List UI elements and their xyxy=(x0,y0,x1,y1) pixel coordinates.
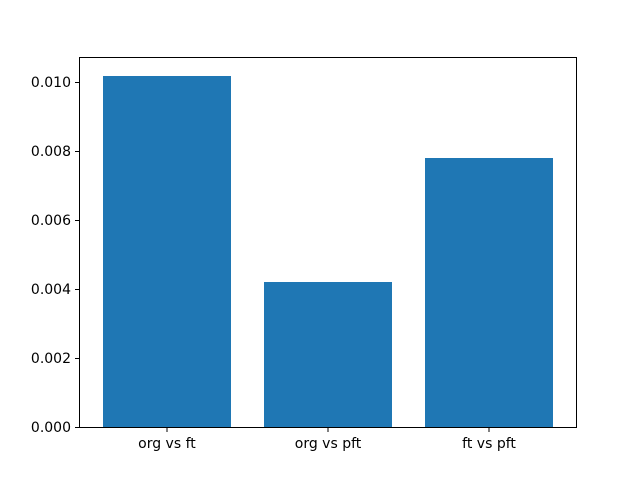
y-tick-mark xyxy=(75,358,79,360)
y-tick-label: 0.010 xyxy=(30,74,71,91)
x-tick-mark xyxy=(488,428,490,432)
x-tick-mark xyxy=(166,428,168,432)
bar-org-vs-ft xyxy=(102,75,232,427)
x-tick-mark xyxy=(327,428,329,432)
y-tick-label: 0.002 xyxy=(30,350,71,367)
y-tick-mark xyxy=(75,220,79,222)
x-tick-label: org vs ft xyxy=(138,436,196,452)
y-tick-mark xyxy=(75,427,79,428)
y-tick-label: 0.006 xyxy=(30,212,71,229)
plot-area xyxy=(79,57,577,428)
y-tick-mark xyxy=(75,289,79,291)
x-tick-label: org vs pft xyxy=(294,436,362,452)
x-tick-label: ft vs pft xyxy=(462,436,516,452)
y-tick-label: 0.004 xyxy=(30,281,71,298)
bar-ft-vs-pft xyxy=(424,158,554,427)
y-tick-mark xyxy=(75,151,79,153)
y-tick-mark xyxy=(75,82,79,84)
y-tick-label: 0.000 xyxy=(30,419,71,436)
y-tick-label: 0.008 xyxy=(30,143,71,160)
bar-org-vs-pft xyxy=(263,282,393,427)
